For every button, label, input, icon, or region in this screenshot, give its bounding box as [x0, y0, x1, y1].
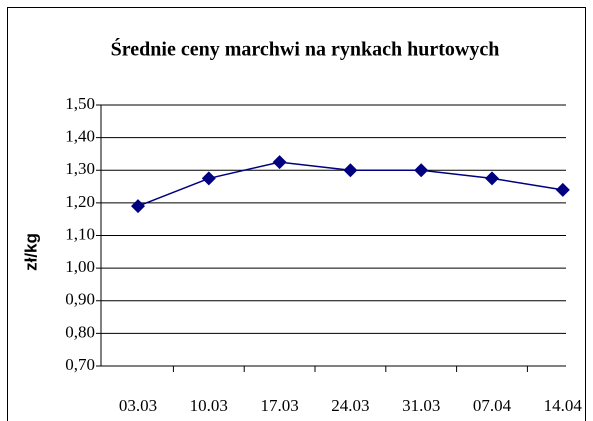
marker	[201, 171, 216, 186]
x-tick-label: 17.03	[260, 396, 298, 415]
x-tick-label: 10.03	[190, 396, 228, 415]
marker	[131, 199, 145, 214]
y-tick-label: 1,50	[65, 94, 95, 113]
x-tick-label: 14.04	[544, 396, 583, 415]
marker	[485, 171, 499, 186]
x-tick-label: 24.03	[331, 396, 369, 415]
y-tick-label: 1,00	[65, 257, 95, 276]
marker	[414, 163, 429, 178]
y-tick-label: 0,90	[65, 290, 95, 309]
marker	[343, 163, 358, 178]
marker	[272, 155, 287, 170]
chart-frame	[7, 7, 586, 421]
marker	[555, 182, 570, 197]
y-tick-label: 0,70	[65, 355, 95, 374]
y-tick-label: 1,20	[65, 192, 95, 211]
y-tick-label: 1,40	[65, 127, 95, 146]
chart-title: Średnie ceny marchwi na rynkach hurtowyc…	[111, 37, 500, 61]
y-tick-label: 0,80	[65, 322, 95, 341]
x-tick-label: 03.03	[119, 396, 157, 415]
x-tick-label: 07.04	[473, 396, 512, 415]
y-tick-label: 1,10	[65, 224, 95, 243]
y-axis-label: zł/kg	[21, 233, 40, 271]
y-tick-label: 1,30	[65, 159, 95, 178]
x-tick-label: 31.03	[402, 396, 440, 415]
